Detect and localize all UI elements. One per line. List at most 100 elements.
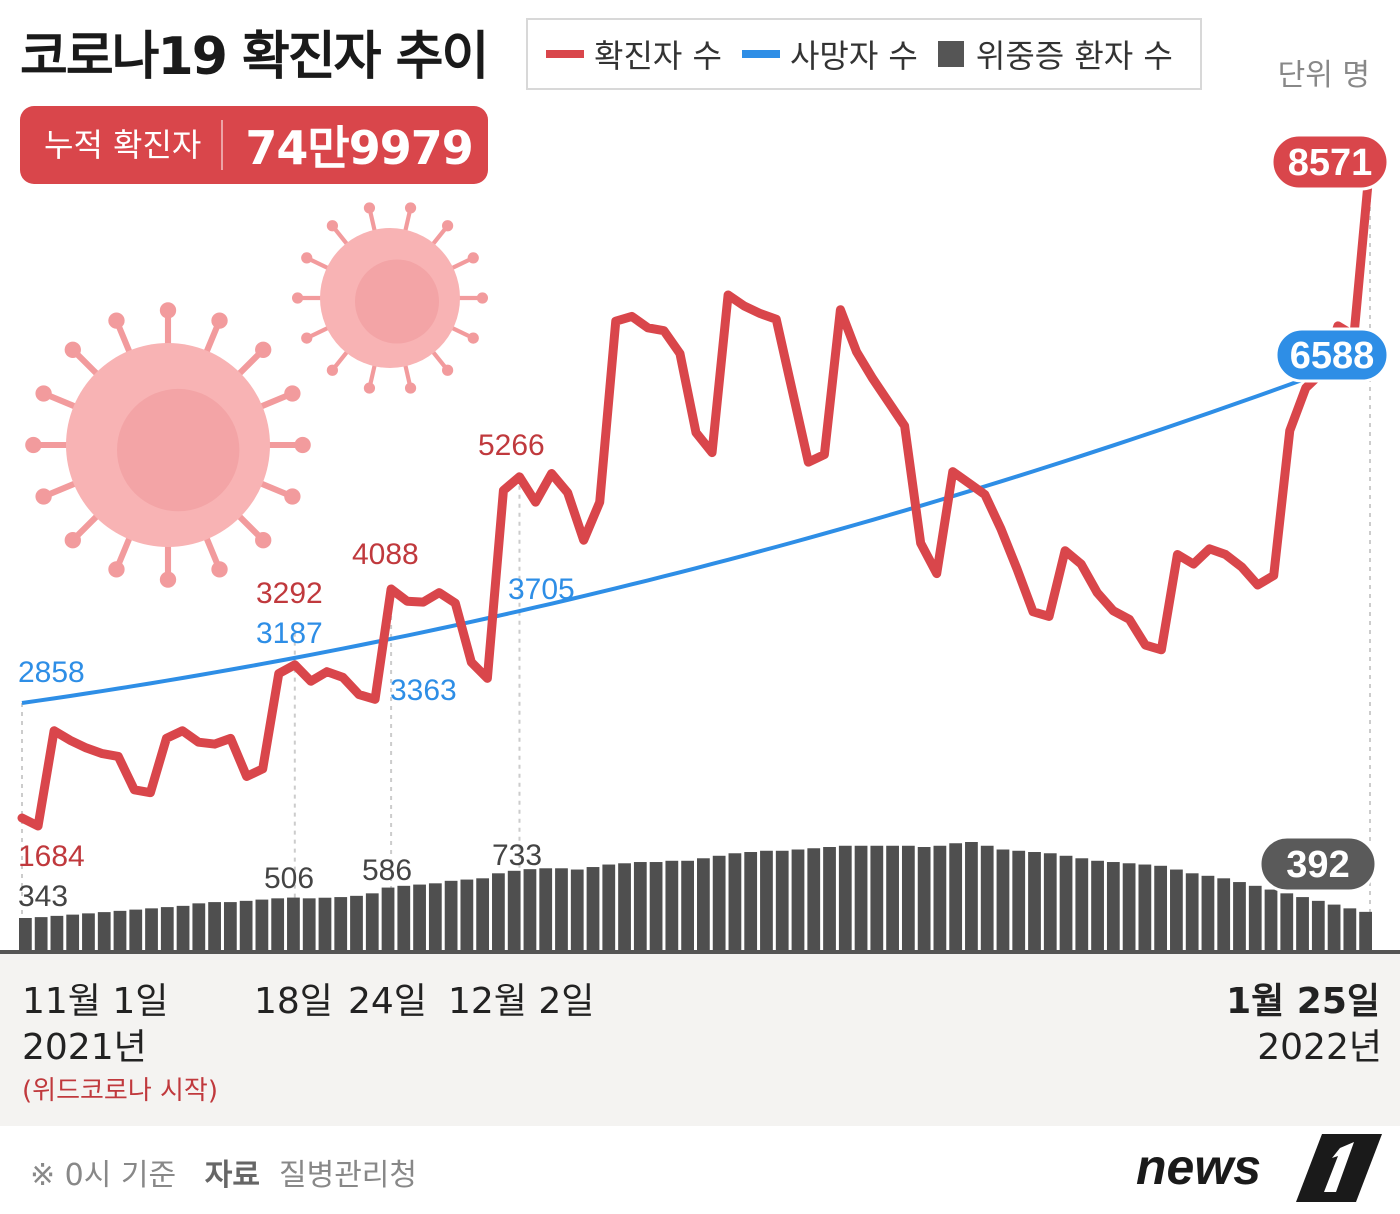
unit-label: 단위 명 bbox=[1277, 58, 1370, 93]
severe-end-label-pill bbox=[1258, 835, 1378, 893]
deaths-series bbox=[21, 353, 1371, 705]
severe-bar bbox=[318, 897, 332, 950]
source-org: 질병관리청 bbox=[279, 1158, 417, 1193]
severe-bar bbox=[980, 845, 994, 950]
severe-bar bbox=[82, 913, 95, 950]
x-axis-band bbox=[0, 954, 1400, 1126]
severe-bar bbox=[791, 849, 805, 950]
severe-bar bbox=[1106, 862, 1120, 950]
severe-bar bbox=[823, 847, 836, 950]
severe-bar bbox=[1185, 873, 1199, 950]
severe-bar bbox=[350, 895, 363, 950]
severe-bar bbox=[1327, 904, 1341, 950]
severe-bar bbox=[1028, 852, 1041, 950]
severe-bar bbox=[334, 897, 348, 950]
deaths-label-2858: 2858 bbox=[18, 656, 85, 689]
severe-bar bbox=[34, 917, 48, 950]
severe-bar bbox=[1043, 853, 1057, 950]
severe-bar bbox=[728, 853, 742, 950]
virus-small-spike-tip bbox=[467, 252, 479, 264]
severe-bar bbox=[586, 867, 600, 950]
virus-large-spike-tip bbox=[64, 532, 81, 549]
legend-severe-label: 위중증 환자 수 bbox=[975, 37, 1173, 75]
confirmed-end-label: 8571 bbox=[1288, 142, 1373, 184]
severe-bar bbox=[633, 862, 647, 950]
severe-bar bbox=[444, 880, 458, 950]
virus-large-spike-tip bbox=[294, 436, 311, 454]
severe-bar bbox=[602, 864, 616, 950]
legend: 확진자 수 사망자 수 위중증 환자 수 bbox=[526, 18, 1202, 90]
news1-logo-one bbox=[1324, 1142, 1354, 1192]
severe-bar bbox=[697, 858, 710, 950]
deaths-label-3363: 3363 bbox=[390, 674, 457, 707]
severe-label-586: 586 bbox=[362, 854, 412, 887]
virus-large-spike-tip bbox=[255, 532, 272, 549]
severe-bar bbox=[854, 845, 868, 950]
severe-bar bbox=[807, 848, 821, 950]
virus-small-spike-tip bbox=[467, 332, 479, 344]
source-label: 자료 bbox=[204, 1158, 260, 1193]
severe-bar bbox=[760, 850, 773, 950]
data-labels: 1684 3292 4088 5266 2858 3187 3363 3705 343 506 58… bbox=[18, 133, 1390, 913]
x-label-24: 24일 bbox=[348, 981, 427, 1022]
confirmed-end-label-pill bbox=[1270, 133, 1390, 191]
confirmed-label-3292: 3292 bbox=[256, 577, 323, 610]
cumulative-value: 74만9979 bbox=[245, 121, 473, 175]
page-title: 코로나19 확진자 추이 bbox=[20, 27, 489, 87]
severe-label-343: 343 bbox=[18, 880, 68, 913]
severe-bar bbox=[1138, 864, 1152, 950]
severe-bar bbox=[618, 863, 631, 950]
severe-bar bbox=[1170, 869, 1183, 950]
x-label-start-note: (위드코로나 시작) bbox=[22, 1076, 218, 1106]
severe-bar bbox=[397, 885, 411, 950]
severe-bar bbox=[555, 868, 568, 950]
severe-bar bbox=[1233, 882, 1246, 950]
deaths-label-3705: 3705 bbox=[508, 573, 575, 606]
virus-small-spike-tip bbox=[326, 364, 338, 376]
virus-large-spike-tip bbox=[255, 341, 272, 358]
severe-bar bbox=[712, 855, 726, 950]
virus-large-spike-tip bbox=[108, 561, 125, 578]
severe-bar bbox=[271, 898, 285, 950]
virus-large-core bbox=[117, 388, 240, 512]
deaths-end-label: 6588 bbox=[1290, 335, 1375, 377]
virus-illustration bbox=[25, 202, 488, 588]
severe-bars bbox=[0, 842, 1400, 954]
severe-bar bbox=[996, 849, 1010, 950]
deaths-line bbox=[21, 353, 1371, 705]
severe-bar bbox=[476, 878, 490, 950]
legend-deaths-swatch bbox=[741, 50, 780, 58]
severe-bar bbox=[949, 843, 963, 950]
virus-small-spike-tip bbox=[363, 382, 376, 394]
virus-small-spike-tip bbox=[442, 364, 454, 376]
virus-large-spike-tip bbox=[35, 385, 52, 402]
legend-confirmed-label: 확진자 수 bbox=[594, 37, 722, 75]
virus-small-spike-tip bbox=[442, 220, 454, 232]
severe-bar bbox=[1280, 893, 1294, 950]
severe-bar bbox=[1012, 850, 1026, 950]
severe-bar bbox=[1075, 858, 1089, 950]
severe-bar bbox=[97, 912, 111, 950]
severe-bar bbox=[570, 869, 584, 950]
severe-bar bbox=[649, 862, 663, 950]
severe-bar bbox=[870, 845, 884, 950]
date-guide-lines bbox=[21, 162, 1371, 950]
source-time-note: ※ 0시 기준 bbox=[30, 1158, 177, 1193]
x-label-end-year: 2022년 bbox=[1257, 1027, 1382, 1068]
severe-bar bbox=[665, 860, 679, 950]
severe-bar bbox=[1091, 860, 1104, 950]
virus-small-core bbox=[355, 259, 439, 344]
x-label-start-year: 2021년 bbox=[22, 1027, 147, 1068]
x-label-dec2: 12월 2일 bbox=[448, 981, 595, 1022]
severe-bar bbox=[1154, 865, 1168, 950]
deaths-end-label-pill bbox=[1274, 327, 1390, 383]
virus-small-spike-tip bbox=[363, 202, 376, 214]
severe-bar bbox=[1122, 863, 1136, 950]
severe-bar bbox=[965, 842, 978, 950]
virus-large-spike-tip bbox=[64, 341, 81, 358]
severe-bar bbox=[1248, 885, 1262, 950]
severe-bar bbox=[1359, 911, 1372, 950]
severe-bar bbox=[19, 918, 32, 950]
deaths-label-3187: 3187 bbox=[256, 617, 323, 650]
